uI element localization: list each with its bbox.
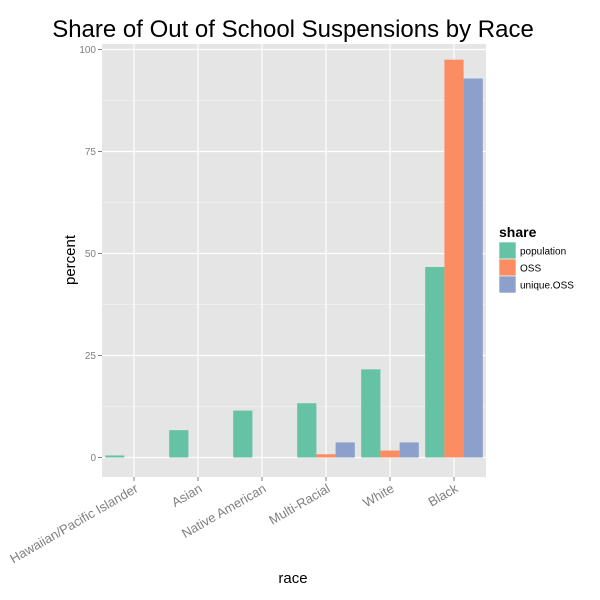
x-tick-label: Black <box>425 480 460 509</box>
y-tick-label: 25 <box>85 351 97 362</box>
x-tick-label: Hawaiian/Pacific Islander <box>7 480 141 566</box>
legend-key-unique-OSS <box>498 275 517 294</box>
bar-population-3 <box>297 403 317 458</box>
y-tick-label: 0 <box>90 453 96 464</box>
bar-population-4 <box>361 369 381 458</box>
bar-population-0 <box>105 455 125 458</box>
legend-label: population <box>520 247 566 258</box>
bar-population-2 <box>233 410 253 458</box>
x-tick-label: Multi-Racial <box>266 481 332 528</box>
bar-unique-OSS-5 <box>463 78 483 458</box>
x-axis-title: race <box>278 570 307 587</box>
legend-label: OSS <box>520 264 541 275</box>
y-tick-label: 100 <box>79 45 96 56</box>
legend-key-population <box>498 241 517 260</box>
y-tick-label: 50 <box>85 249 97 260</box>
bar-population-5 <box>425 266 445 458</box>
bars <box>105 59 483 458</box>
legend-label: unique.OSS <box>520 281 574 292</box>
legend: share population OSS unique.OSS <box>498 224 574 294</box>
y-axis-title: percent <box>62 234 79 285</box>
bar-population-1 <box>169 430 189 458</box>
plot-panel <box>102 44 486 477</box>
bar-OSS-4 <box>380 450 400 458</box>
legend-key-OSS <box>498 258 517 277</box>
bar-OSS-5 <box>444 59 464 458</box>
minor-gridlines <box>102 100 486 407</box>
bar-unique-OSS-3 <box>335 442 355 458</box>
bar-unique-OSS-4 <box>399 442 419 458</box>
bar-OSS-3 <box>316 454 336 458</box>
x-tick-label: Asian <box>169 481 205 510</box>
y-axis-ticks: 0 25 50 75 100 <box>79 45 102 464</box>
chart-title: Share of Out of School Suspensions by Ra… <box>52 16 534 43</box>
legend-title: share <box>499 224 537 240</box>
x-tick-label: White <box>360 481 396 511</box>
y-tick-label: 75 <box>85 147 97 158</box>
